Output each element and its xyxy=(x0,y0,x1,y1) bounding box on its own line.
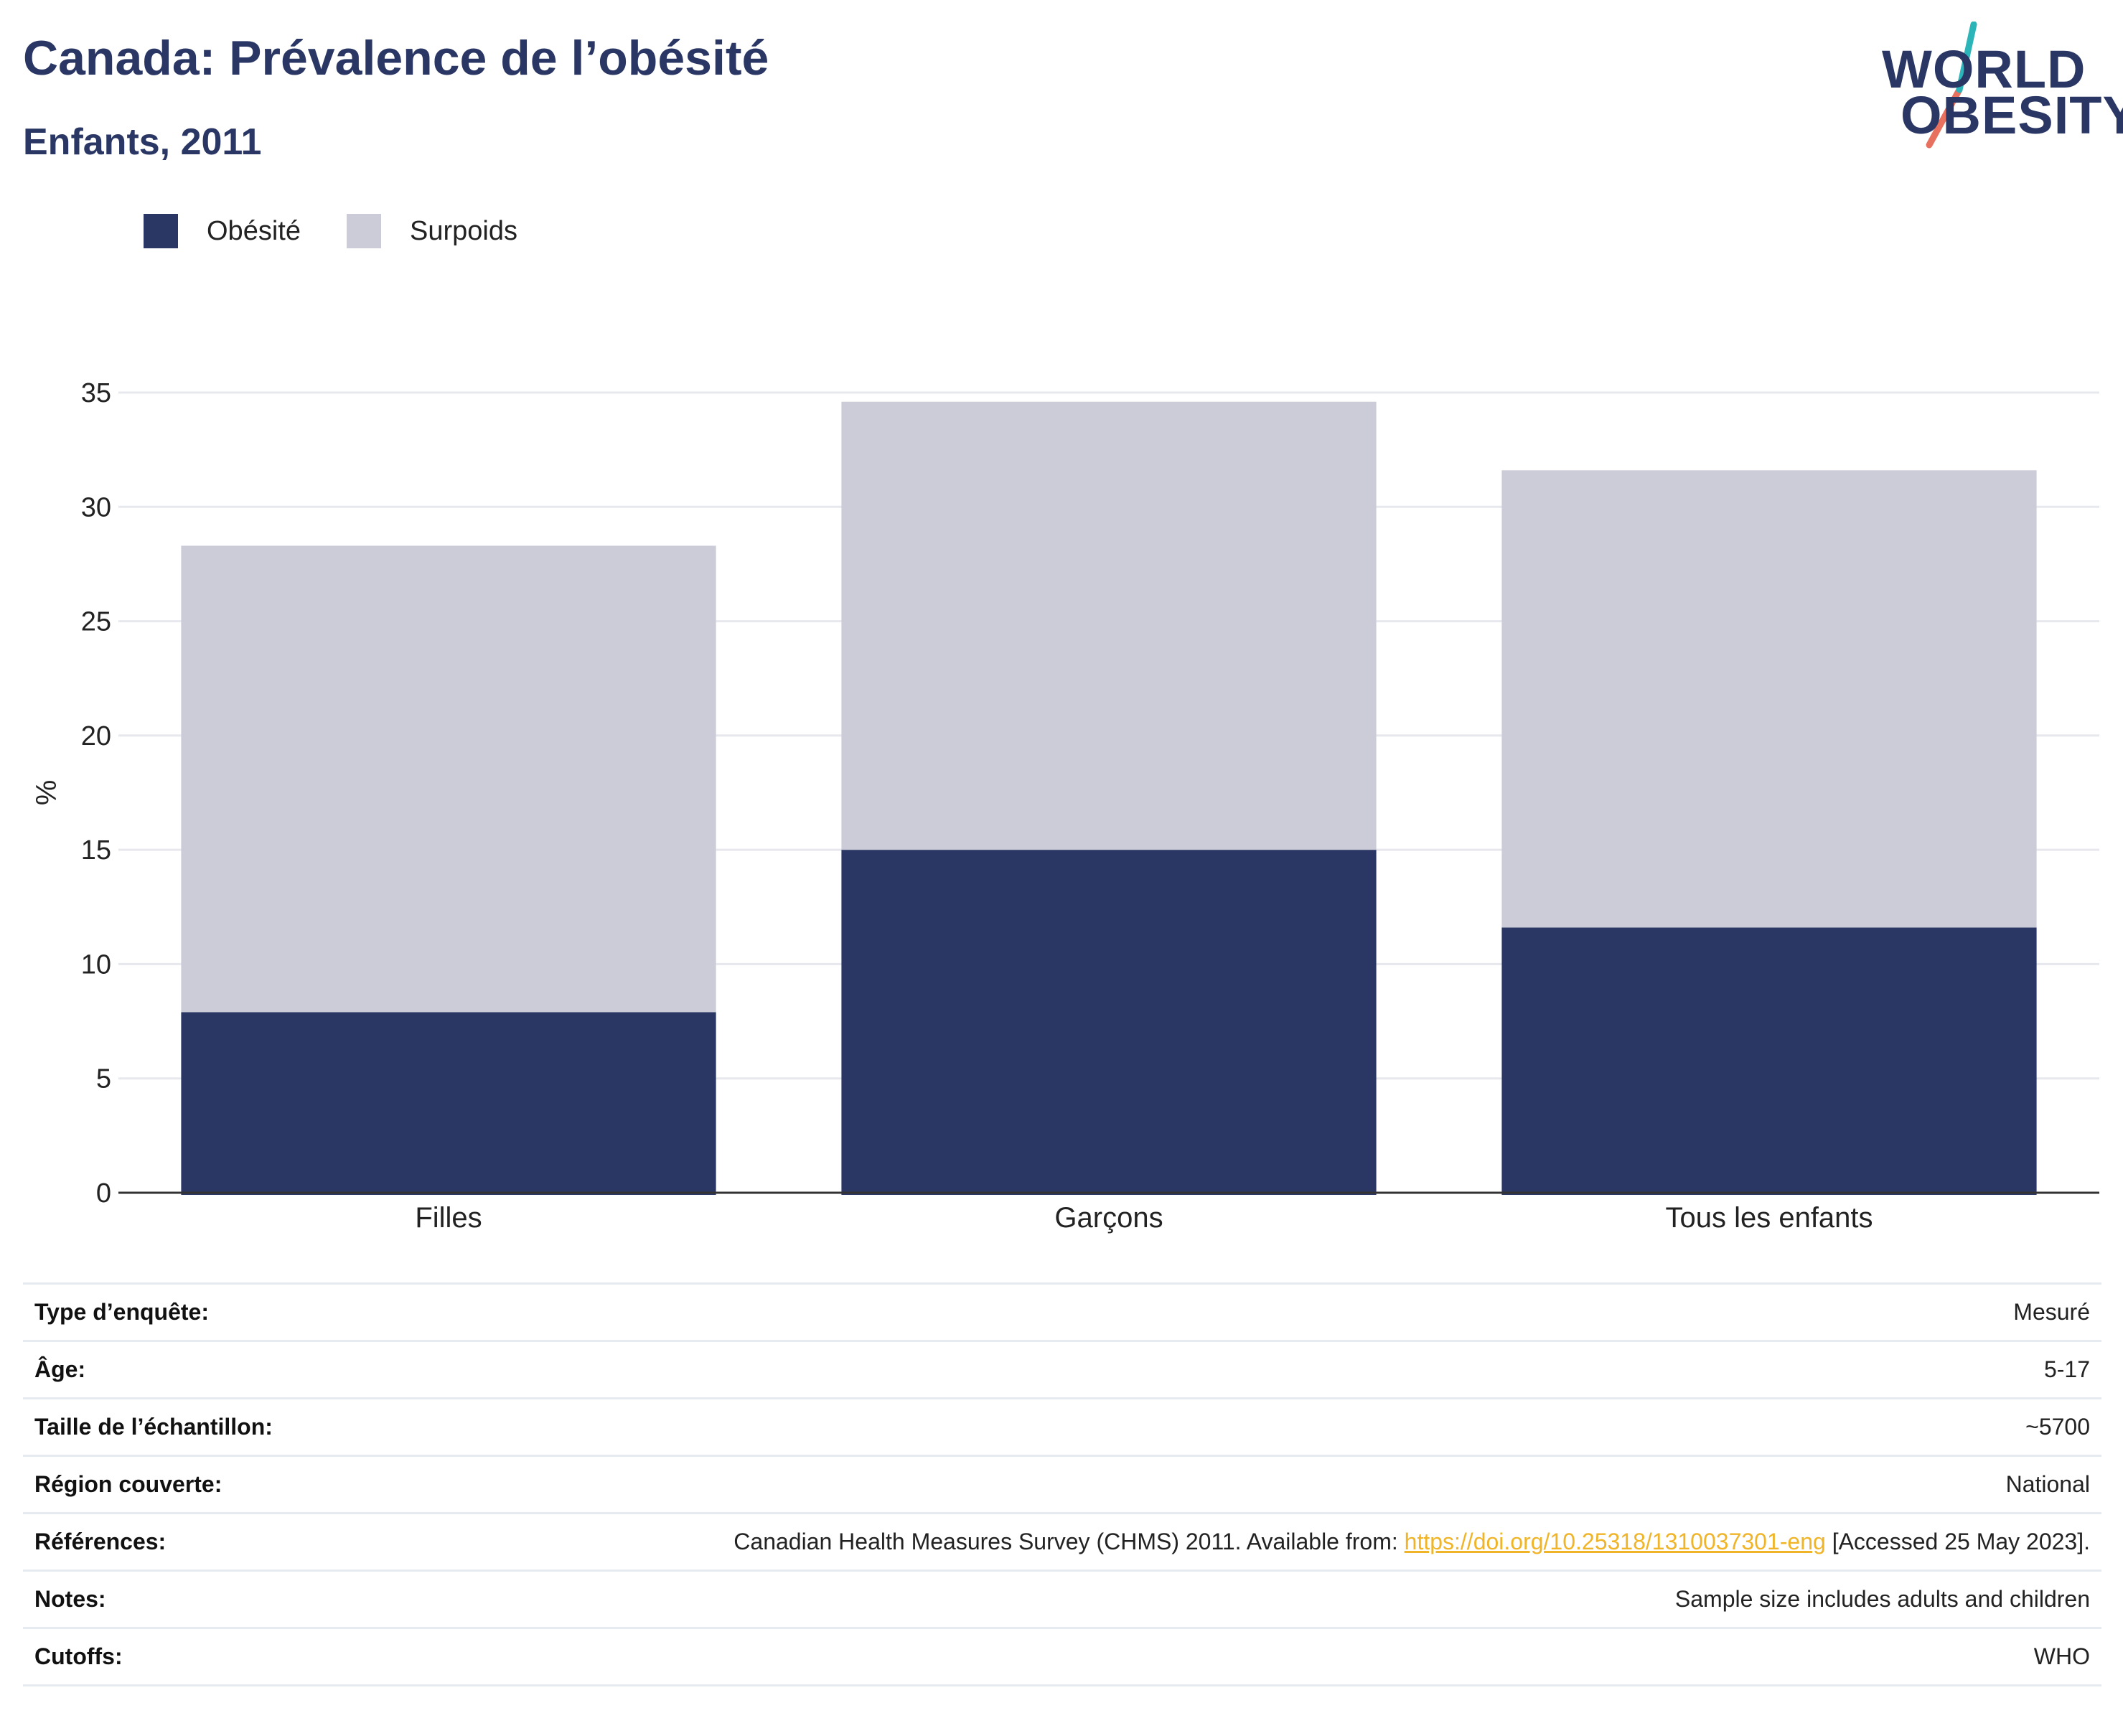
info-value: Mesuré xyxy=(2013,1299,2090,1325)
bar-ob-sit--2 xyxy=(1501,927,2037,1195)
legend-label-obesite: Obésité xyxy=(207,215,301,246)
page-title: Canada: Prévalence de l’obésité xyxy=(23,31,769,85)
reference-link[interactable]: https://doi.org/10.25318/1310037301-eng xyxy=(1404,1529,1826,1554)
bar-surpoids-0 xyxy=(181,545,716,1013)
info-key: Taille de l’échantillon: xyxy=(34,1414,273,1440)
info-row: Âge: 5-17 xyxy=(23,1341,2101,1399)
legend-label-surpoids: Surpoids xyxy=(409,215,517,246)
info-value-references: Canadian Health Measures Survey (CHMS) 2… xyxy=(405,1514,2101,1571)
legend-swatch-surpoids xyxy=(346,214,381,248)
logo-line-1: WORLD xyxy=(1882,39,2086,99)
info-row: Type d’enquête: Mesuré xyxy=(23,1283,2101,1341)
info-key: Type d’enquête: xyxy=(34,1299,209,1325)
info-row: Cutoffs: WHO xyxy=(23,1628,2101,1686)
y-tick-label: 20 xyxy=(81,721,111,751)
info-value: ~5700 xyxy=(2025,1414,2090,1440)
x-tick-label: Garçons xyxy=(1054,1202,1163,1234)
legend-item-obesite[interactable]: Obésité xyxy=(144,214,301,248)
logo-line-2: OBESITY xyxy=(1901,85,2123,145)
y-tick-label: 35 xyxy=(81,378,111,408)
info-key: Notes: xyxy=(34,1586,106,1612)
page-subtitle: Enfants, 2011 xyxy=(23,121,262,163)
y-tick-label: 5 xyxy=(96,1064,111,1094)
info-row: Notes: Sample size includes adults and c… xyxy=(23,1570,2101,1628)
chart-legend: Obésité Surpoids xyxy=(144,214,563,248)
y-tick-label: 30 xyxy=(81,492,111,522)
y-tick-label: 25 xyxy=(81,607,111,637)
info-value: National xyxy=(2005,1471,2090,1497)
bar-surpoids-2 xyxy=(1501,470,2037,928)
legend-item-surpoids[interactable]: Surpoids xyxy=(346,214,517,248)
info-row: Références: Canadian Health Measures Sur… xyxy=(23,1513,2101,1571)
info-key: Références: xyxy=(34,1529,167,1554)
info-value: Sample size includes adults and children xyxy=(1674,1586,2090,1612)
info-value: 5-17 xyxy=(2043,1356,2090,1382)
legend-swatch-obesite xyxy=(144,214,178,248)
x-tick-label: Filles xyxy=(415,1202,482,1234)
world-obesity-logo: WORLD OBESITY xyxy=(1866,21,2123,151)
bar-chart: 0 5 10 15 20 25 30 35% Filles Garçons Tous les enf… xyxy=(31,378,2099,1234)
info-key: Cutoffs: xyxy=(34,1643,123,1669)
reference-accessed: [Accessed 25 May 2023]. xyxy=(1825,1529,2090,1554)
info-key: Âge: xyxy=(34,1356,86,1382)
reference-text: Canadian Health Measures Survey (CHMS) 2… xyxy=(734,1529,1405,1554)
bar-ob-sit--1 xyxy=(841,850,1377,1195)
survey-info-table: Type d’enquête: Mesuré Âge: 5-17 Taille … xyxy=(23,1282,2101,1686)
logo-slash-icon xyxy=(1926,21,1977,149)
y-tick-label: 15 xyxy=(81,835,111,865)
info-row: Région couverte: National xyxy=(23,1455,2101,1514)
info-value: WHO xyxy=(2033,1643,2090,1669)
bar-surpoids-1 xyxy=(841,401,1377,850)
y-tick-label: 0 xyxy=(96,1178,111,1209)
x-tick-label: Tous les enfants xyxy=(1665,1202,1873,1234)
info-key: Région couverte: xyxy=(34,1471,222,1497)
y-tick-label: 10 xyxy=(81,949,111,980)
info-row: Taille de l’échantillon: ~5700 xyxy=(23,1398,2101,1456)
y-axis-label: % xyxy=(31,780,62,806)
bar-ob-sit--0 xyxy=(181,1012,716,1195)
